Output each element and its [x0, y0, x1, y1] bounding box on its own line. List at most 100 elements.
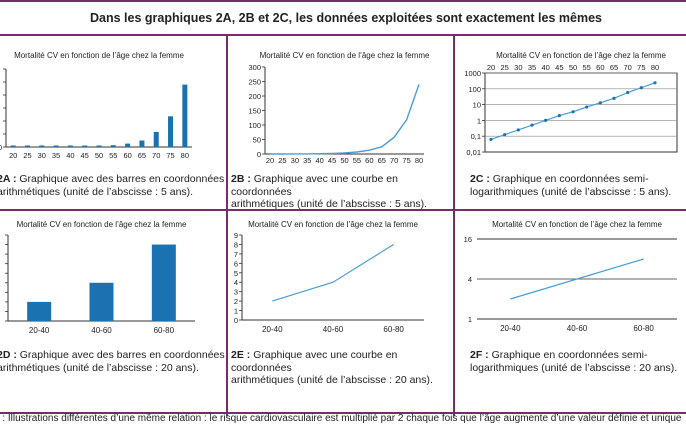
x-tick-label: 75	[637, 63, 645, 72]
caption-line2-2E: arithmétiques (unité de l’abscisse : 20 …	[231, 374, 433, 386]
y-tick-label: 100	[248, 121, 261, 130]
bar-60	[125, 143, 131, 147]
caption-line1-2B: Graphique avec une courbe en coordonnées	[231, 173, 398, 198]
x-tick-label: 70	[390, 156, 398, 165]
caption-line2-2A: arithmétiques (unité de l’abscisse : 5 a…	[0, 185, 194, 198]
bar-40	[67, 145, 73, 147]
y-tick-label: 300	[248, 63, 261, 72]
bar-80	[182, 84, 188, 147]
y-tick-label: 1000	[464, 69, 481, 78]
figure-header: Dans les graphiques 2A, 2B et 2C, les do…	[0, 2, 686, 36]
series-line	[272, 243, 395, 302]
header-title: Dans les graphiques 2A, 2B et 2C, les do…	[89, 11, 602, 25]
data-point-35	[530, 123, 534, 127]
bar-60-80	[151, 244, 176, 321]
column-divider-left	[226, 36, 228, 416]
y-tick-label: 250	[248, 78, 261, 87]
series-line	[510, 258, 644, 300]
caption-2A: 2A : Graphique avec des barres en coordo…	[0, 173, 224, 198]
data-point-75	[639, 86, 643, 90]
data-point-65	[612, 96, 616, 100]
chart-title: Mortalité CV en fonction de l’âge chez l…	[14, 51, 184, 60]
x-tick-label: 35	[52, 151, 60, 160]
panel-2C: Mortalité CV en fonction de l’âge chez l…	[455, 36, 686, 206]
x-tick-label: 60	[596, 63, 604, 72]
bar-75	[168, 116, 174, 147]
x-tick-label: 60	[123, 151, 131, 160]
panel-2A: Mortalité CV en fonction de l’âge chez l…	[0, 36, 226, 206]
x-tick-label: 30	[514, 63, 522, 72]
x-tick-label: 55	[353, 156, 361, 165]
caption-label-2C: 2C :	[470, 173, 490, 185]
y-tick-label: 0,01	[466, 148, 481, 157]
data-point-80	[653, 81, 657, 85]
x-tick-label: 70	[623, 63, 631, 72]
x-tick-label: 45	[328, 156, 336, 165]
caption-2B: 2B : Graphique avec une courbe en coordo…	[231, 173, 454, 211]
y-tick-label: 4	[468, 275, 472, 284]
x-tick-label: 25	[500, 63, 508, 72]
caption-line2-2D: arithmétiques (unité de l’abscisse : 20 …	[0, 361, 199, 374]
x-tick-label: 45	[555, 63, 563, 72]
caption-line1-2E: Graphique avec une courbe en coordonnées	[231, 349, 398, 374]
x-tick-label: 55	[582, 63, 590, 72]
x-tick-label: 20	[9, 151, 17, 160]
chart-2A: Mortalité CV en fonction de l’âge chez l…	[0, 51, 192, 160]
y-tick-label: 0,1	[471, 132, 481, 141]
x-tick-label: 75	[166, 151, 174, 160]
data-point-45	[557, 114, 561, 118]
x-tick-label: 50	[95, 151, 103, 160]
data-point-40	[544, 118, 548, 122]
bar-65	[139, 140, 145, 147]
y-tick-label: 9	[234, 231, 238, 240]
chart-2B: Mortalité CV en fonction de l’âge chez l…	[248, 51, 429, 165]
panel-2D: Mortalité CV en fonction de l’âge chez l…	[0, 209, 226, 399]
x-tick-label: 55	[109, 151, 117, 160]
x-tick-label: 25	[278, 156, 286, 165]
y-tick-label: 150	[248, 107, 261, 116]
row-divider	[0, 209, 686, 211]
y-tick-label: 0	[0, 143, 2, 152]
x-tick-label: 40-60	[567, 324, 588, 333]
caption-2C: 2C : Graphique en coordonnées semi- loga…	[470, 173, 671, 198]
x-tick-label: 80	[651, 63, 659, 72]
x-tick-label: 60-80	[633, 324, 654, 333]
chart-title: Mortalité CV en fonction de l’âge chez l…	[17, 220, 187, 229]
caption-label-2F: 2F :	[470, 349, 489, 361]
x-tick-label: 60-80	[383, 325, 404, 334]
x-tick-label: 65	[378, 156, 386, 165]
data-point-55	[585, 105, 589, 109]
y-tick-label: 2	[234, 297, 238, 306]
bar-20-40	[27, 301, 52, 321]
caption-line2-2F: logarithmiques (unité de l’abscisse : 20…	[470, 361, 678, 374]
y-tick-label: 3	[234, 288, 238, 297]
y-tick-label: 1	[468, 315, 472, 324]
x-tick-label: 65	[610, 63, 618, 72]
y-tick-label: 4	[234, 278, 238, 287]
x-tick-label: 25	[23, 151, 31, 160]
x-tick-label: 40	[315, 156, 323, 165]
x-tick-label: 20-40	[500, 324, 521, 333]
y-tick-label: 10	[473, 101, 481, 110]
chart-2E: Mortalité CV en fonction de l’âge chez l…	[234, 220, 424, 334]
caption-2D: 2D : Graphique avec des barres en coordo…	[0, 349, 225, 374]
caption-2E: 2E : Graphique avec une courbe en coordo…	[231, 349, 454, 387]
y-tick-label: 8	[234, 240, 238, 249]
caption-label-2A: 2A :	[0, 173, 17, 185]
x-tick-label: 35	[303, 156, 311, 165]
data-point-60	[598, 101, 602, 105]
y-tick-label: 0	[257, 150, 261, 159]
x-tick-label: 75	[402, 156, 410, 165]
bar-25	[24, 145, 30, 147]
caption-label-2D: 2D :	[0, 349, 17, 361]
chart-title: Mortalité CV en fonction de l’âge chez l…	[496, 51, 666, 60]
y-tick-label: 1	[477, 116, 481, 125]
data-point-50	[571, 110, 575, 114]
caption-label-2B: 2B :	[231, 173, 251, 185]
x-tick-label: 50	[569, 63, 577, 72]
x-tick-label: 80	[181, 151, 189, 160]
bar-70	[153, 131, 159, 147]
bar-45	[82, 145, 88, 147]
y-tick-label: 200	[248, 92, 261, 101]
x-tick-label: 20	[487, 63, 495, 72]
